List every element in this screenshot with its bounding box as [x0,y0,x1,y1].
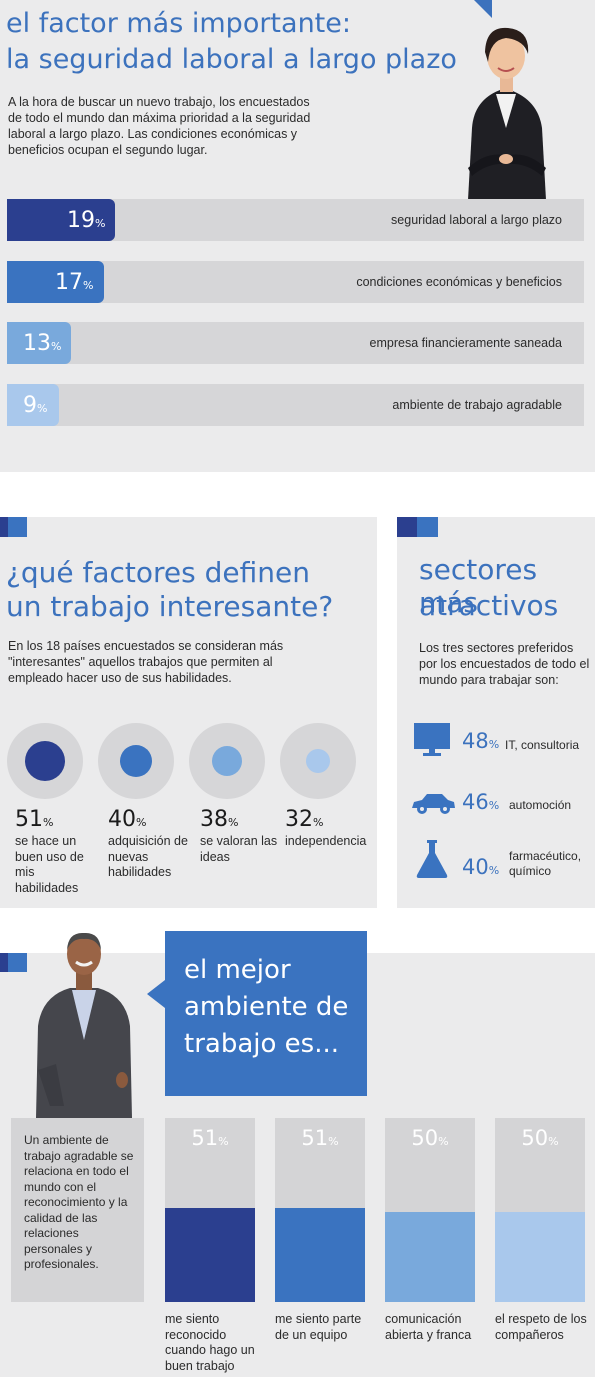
vbar-label-4: el respeto de los compañeros [495,1312,587,1342]
vbar-fill [385,1212,475,1302]
bar-label: ambiente de trabajo agradable [392,398,562,412]
interesting-label-2: adquisición de nuevas habilidades [108,834,188,879]
vbar-value: 50% [521,1126,559,1150]
bar-label: seguridad laboral a largo plazo [391,213,562,227]
vbar-label-2: me siento parte de un equipo [275,1312,362,1342]
section1-intro: A la hora de buscar un nuevo trabajo, lo… [8,95,311,157]
bar-fill [7,322,71,364]
bar-fill [7,261,104,303]
corner-triangle-decoration [474,0,492,18]
sector-label-2: automoción [509,798,572,812]
bar-value: 17% [55,270,94,295]
section2-corner-squares [0,517,27,537]
vbar-fill [165,1208,255,1302]
section1-title-line2: la seguridad laboral a largo plazo [6,44,457,75]
sector-label-1: IT, consultoria [505,738,580,752]
vbar-team: 51% [275,1118,365,1302]
interesting-value-2: 40% [108,807,147,832]
section3-title-line1: sectores más [419,553,538,619]
vbar-label-1: me siento reconocido cuando hago un buen… [165,1312,255,1373]
monitor-icon [414,723,450,756]
section2-title-line1: ¿qué factores definen [6,556,310,589]
side-text: Un ambiente de trabajo agradable se rela… [24,1133,134,1271]
vbar-recognition: 51% [165,1118,255,1302]
section2-intro: En los 18 países encuestados se consider… [8,639,284,685]
section3-intro: Los tres sectores preferidos por los enc… [419,641,590,687]
circle-dot [306,749,330,773]
vbar-fill [275,1208,365,1302]
sector-value-2: 46% [462,790,500,814]
vbar-fill [495,1212,585,1302]
callout-pointer [147,980,165,1008]
callout-line2: ambiente de [184,992,349,1022]
circle-skills-use [7,723,83,799]
vbar-respect: 50% [495,1118,585,1302]
circle-independence [280,723,356,799]
side-text-box [11,1118,144,1302]
vbar-value: 51% [191,1126,229,1150]
circle-dot [120,745,152,777]
vbar-value: 50% [411,1126,449,1150]
bar-financially-sound-company: 13% empresa financieramente saneada [7,322,584,364]
circle-dot [212,746,242,776]
interesting-value-3: 38% [200,807,239,832]
bar-job-security: 19% seguridad laboral a largo plazo [7,199,584,241]
bar-value: 19% [67,208,106,233]
section4-corner-squares [0,953,27,972]
bar-label: empresa financieramente saneada [369,336,562,350]
callout-line3: trabajo es... [184,1029,339,1059]
section-interesting-job-panel [0,517,377,908]
section3-title-line2: atractivos [419,589,559,622]
interesting-value-4: 32% [285,807,324,832]
bar-value: 9% [23,393,48,418]
section1-title-line1: el factor más importante: [6,8,351,39]
businesswoman-photo [468,27,546,200]
businessman-photo [36,932,132,1118]
interesting-label-3: se valoran las ideas [200,834,278,864]
interesting-label-1: se hace un buen uso de mis habilidades [15,834,84,895]
sector-label-3: farmacéutico, químico [509,849,582,878]
bar-fill [7,384,59,426]
vbar-open-communication: 50% [385,1118,475,1302]
bar-fill [7,199,115,241]
vbar-value: 51% [301,1126,339,1150]
circle-ideas-valued [189,723,265,799]
section3-corner-squares [397,517,438,537]
sector-value-1: 48% [462,729,500,753]
interesting-value-1: 51% [15,807,54,832]
bar-pleasant-environment: 9% ambiente de trabajo agradable [7,384,584,426]
bar-economic-conditions: 17% condiciones económicas y beneficios [7,261,584,303]
bar-value: 13% [23,331,62,356]
callout-box [165,931,367,1096]
callout-line1: el mejor [184,955,291,985]
circle-new-skills [98,723,174,799]
flask-icon [416,840,448,878]
bar-label: condiciones económicas y beneficios [356,275,562,289]
circle-dot [25,741,65,781]
car-icon [412,794,455,814]
section2-title-line2: un trabajo interesante? [6,590,334,623]
interesting-label-4: independencia [285,834,367,848]
vbar-label-3: comunicación abierta y franca [385,1312,472,1342]
sector-value-3: 40% [462,855,500,879]
